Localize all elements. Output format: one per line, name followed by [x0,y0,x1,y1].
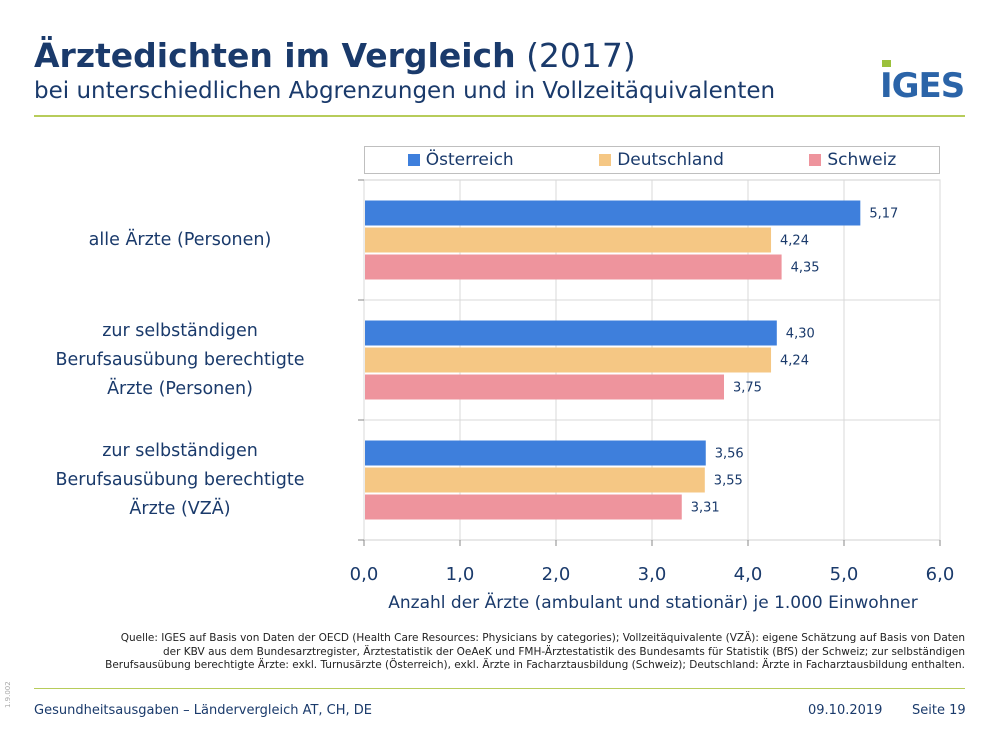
data-label: 4,30 [786,327,815,342]
source-note: Quelle: IGES auf Basis von Daten der OEC… [30,632,965,673]
category-label-line: Ärzte (VZÄ) [129,498,231,519]
bar-chart: 0,0 1,0 2,0 3,0 4,0 5,0 6,0 5,17 4,24 4,35 4,30 4,2… [350,179,955,613]
footer-divider [34,688,965,689]
x-tick-label: 2,0 [542,564,571,585]
data-label: 4,35 [791,261,820,276]
version-code: 1.9.002 [4,681,12,708]
page-subtitle: bei unterschiedlichen Abgrenzungen und i… [34,78,776,104]
legend-label-switzerland: Schweiz [827,150,897,170]
legend-swatch-austria [407,154,420,166]
category-label-line: Berufsausübung berechtigte [55,469,305,490]
category-label-line: Berufsausübung berechtigte [55,349,305,370]
source-line: Berufsausübung berechtigte Ärzte: exkl. … [105,659,965,671]
bar [365,494,682,520]
x-tick-label: 4,0 [734,564,763,585]
chart-legend: Österreich Deutschland Schweiz [364,146,940,174]
data-label: 3,31 [691,501,720,516]
category-label-line: zur selbständigen [102,320,258,341]
data-label: 3,56 [715,447,744,462]
x-axis-title: Anzahl der Ärzte (ambulant und stationär… [388,592,917,613]
legend-label-germany: Deutschland [617,150,724,170]
data-label: 5,17 [869,207,898,222]
bar [365,467,705,493]
category-label: zur selbständigen Berufsausübung berechti… [15,317,345,404]
bar [365,320,777,346]
page-title: Ärztedichten im Vergleich (2017) [34,36,636,75]
data-label: 4,24 [780,234,809,249]
x-tick-label: 1,0 [446,564,475,585]
bar [365,254,782,280]
x-tick-label: 3,0 [638,564,667,585]
source-line: der KBV aus dem Bundesarztregister, Ärzt… [163,645,965,658]
legend-item-switzerland: Schweiz [809,150,896,170]
bar [365,374,724,400]
x-tick-label: 0,0 [350,564,379,585]
bar [365,440,706,466]
x-tick-label: 6,0 [926,564,955,585]
bar [365,347,772,373]
legend-item-austria: Österreich [407,150,514,170]
title-main: Ärztedichten im Vergleich [34,36,516,75]
title-year: (2017) [526,36,636,75]
footer-title: Gesundheitsausgaben – Ländervergleich AT… [34,703,373,718]
legend-label-austria: Österreich [425,150,514,170]
data-label: 3,55 [714,474,743,489]
logo-text: IGES [880,66,965,106]
x-tick-label: 5,0 [830,564,859,585]
bar [365,200,861,226]
category-label: alle Ärzte (Personen) [15,226,345,255]
category-label-line: zur selbständigen [102,440,258,461]
source-line: Quelle: IGES auf Basis von Daten der OEC… [120,632,965,644]
legend-item-germany: Deutschland [599,150,724,170]
data-label: 4,24 [780,354,809,369]
data-label: 3,75 [733,381,762,396]
category-label-line: Ärzte (Personen) [107,378,253,399]
bar [365,227,772,253]
header-divider [34,115,965,117]
footer-page-number: Seite 19 [912,703,966,718]
legend-swatch-germany [599,154,612,166]
legend-swatch-switzerland [809,154,822,166]
category-label-line: alle Ärzte (Personen) [88,229,272,250]
footer-date: 09.10.2019 [808,703,883,718]
iges-logo: IGES [880,66,965,106]
category-label: zur selbständigen Berufsausübung berechti… [15,437,345,524]
